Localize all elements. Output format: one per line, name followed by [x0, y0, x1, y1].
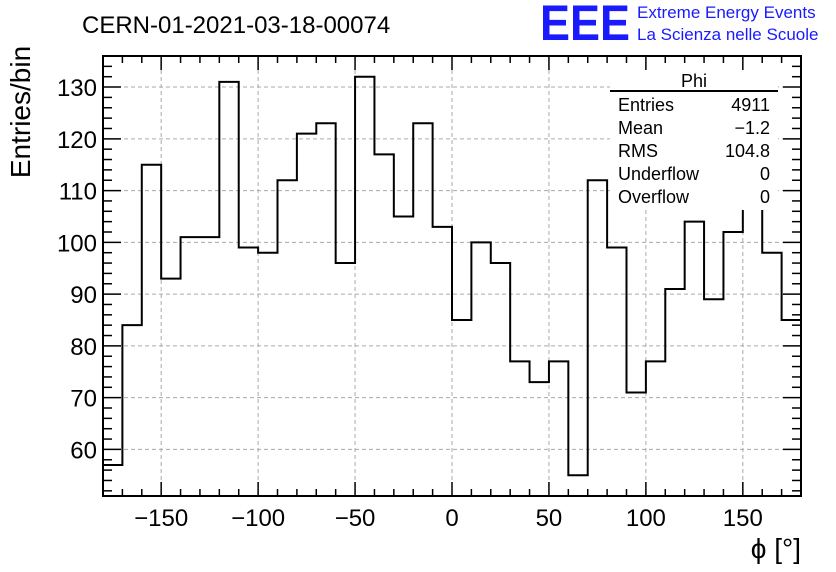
y-tick-label: 80 [70, 334, 97, 361]
y-tick-label: 100 [57, 230, 97, 257]
eee-logo-line1: Extreme Energy Events [637, 3, 816, 22]
x-tick-label: −150 [134, 505, 188, 532]
stats-row-label: RMS [618, 141, 658, 161]
stats-row-label: Underflow [618, 164, 700, 184]
y-axis: 60 70 80 90 100 110 120 130 [57, 55, 801, 492]
stats-box-title: Phi [681, 71, 707, 91]
chart-title: CERN-01-2021-03-18-00074 [82, 12, 390, 39]
x-tick-label: −100 [231, 505, 285, 532]
eee-logo-line2: La Scienza nelle Scuole [637, 25, 818, 44]
stats-row-value: 0 [760, 187, 770, 207]
x-tick-label: 50 [536, 505, 563, 532]
stats-box-background [610, 70, 778, 210]
histogram-line [102, 75, 801, 496]
eee-logo: EEE Extreme Energy Events La Scienza nel… [540, 0, 818, 51]
stats-row-value: 4911 [731, 95, 770, 115]
stats-row-value: 104.8 [725, 141, 770, 161]
x-tick-label: −50 [335, 505, 376, 532]
stats-row-label: Entries [618, 95, 674, 115]
y-tick-label: 60 [70, 437, 97, 464]
stats-row-value: −1.2 [734, 118, 770, 138]
y-tick-label: 130 [57, 75, 97, 102]
x-axis-label: ϕ [°] [751, 533, 801, 564]
x-tick-label: 0 [445, 505, 458, 532]
eee-logo-mark: EEE [540, 0, 630, 51]
stats-box: Phi Entries 4911 Mean −1.2 RMS 104.8 Underflow… [610, 70, 778, 210]
x-tick-label: 150 [723, 505, 763, 532]
y-tick-label: 90 [70, 282, 97, 309]
stats-row-value: 0 [760, 164, 770, 184]
y-tick-label: 70 [70, 386, 97, 413]
y-tick-label: 110 [59, 179, 97, 206]
stats-row-label: Overflow [618, 187, 690, 207]
stats-row-label: Mean [618, 118, 663, 138]
y-tick-label: 120 [57, 127, 97, 154]
y-axis-label: Entries/bin [5, 46, 36, 178]
x-tick-label: 100 [626, 505, 666, 532]
x-axis: −150 −100 −50 0 50 100 150 [102, 56, 802, 532]
